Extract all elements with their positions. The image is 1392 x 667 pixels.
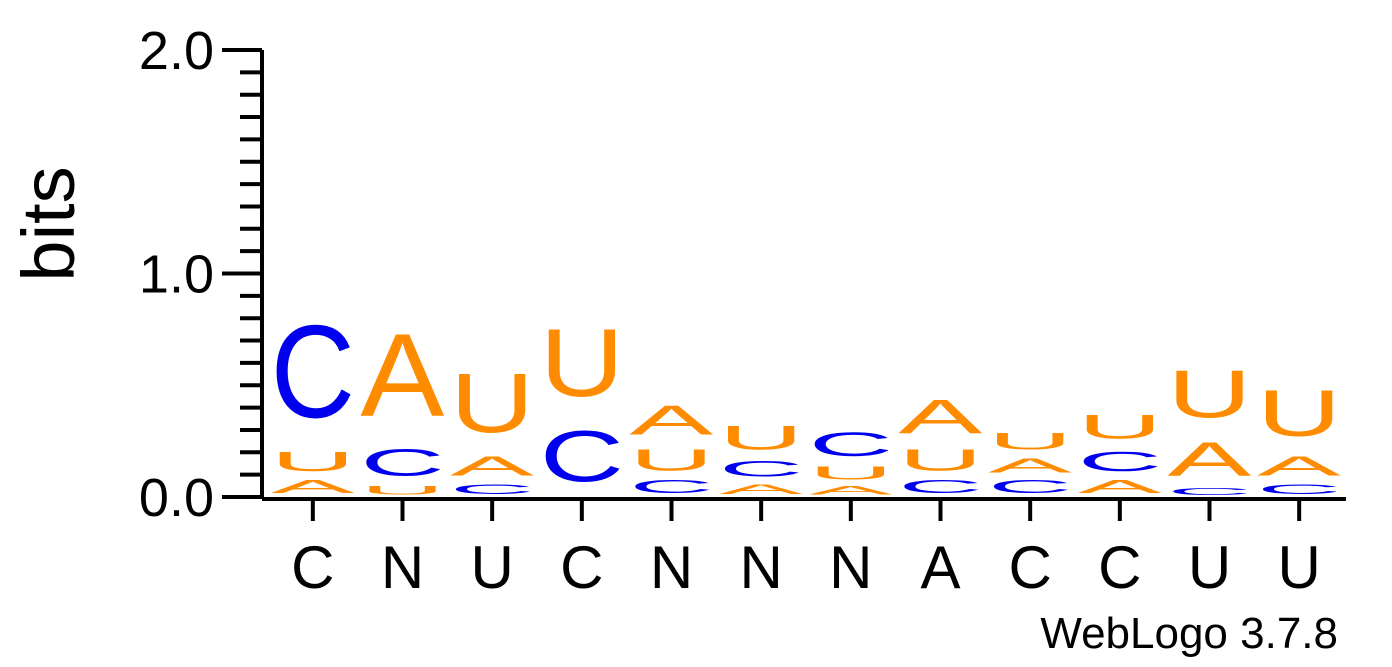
logo-letter-u: U xyxy=(629,444,713,478)
y-axis: 0.0 1.0 2.0 xyxy=(139,21,264,528)
logo-letter-u: U xyxy=(1257,377,1341,451)
logo-letter-c: C xyxy=(898,477,982,497)
logo-letter-a: A xyxy=(360,308,444,441)
logo-letter-u: U xyxy=(271,445,355,476)
logo-letter-u: U xyxy=(450,356,534,450)
logo-letter-a: A xyxy=(719,481,803,497)
logo-letter-u: U xyxy=(540,309,624,417)
logo-letter-u: U xyxy=(898,444,982,478)
logo-letter-c: C xyxy=(360,441,444,484)
x-tick-label: N xyxy=(829,534,872,601)
logo-letter-a: A xyxy=(898,390,983,444)
weblogo-credit: WebLogo 3.7.8 xyxy=(1040,609,1338,658)
logo-letter-a: A xyxy=(1257,450,1341,481)
logo-letter-a: A xyxy=(629,396,713,443)
logo-letter-c: C xyxy=(450,481,534,497)
x-tick-label: U xyxy=(470,534,513,601)
logo-letter-c: C xyxy=(988,477,1072,497)
logo-letter-u: U xyxy=(719,419,803,457)
x-axis xyxy=(262,497,1346,521)
x-tick-label: A xyxy=(920,534,960,601)
logo-letter-c: C xyxy=(271,298,355,445)
y-tick-label: 2.0 xyxy=(139,21,214,81)
x-tick-label: N xyxy=(739,534,782,601)
x-tick-label: N xyxy=(381,534,424,601)
logo-letter-c: C xyxy=(809,426,893,464)
logo-letter-c: C xyxy=(540,416,624,497)
logo-letter-u: U xyxy=(988,428,1072,455)
logo-letter-a: A xyxy=(1078,477,1162,497)
logo-letter-c: C xyxy=(629,477,713,497)
x-tick-label: C xyxy=(1098,534,1141,601)
logo-letter-a: A xyxy=(271,477,355,497)
logo-letter-u: U xyxy=(1078,408,1162,446)
x-tick-label: C xyxy=(1008,534,1051,601)
x-tick-label: C xyxy=(560,534,603,601)
logo-letter-c: C xyxy=(1257,481,1341,497)
logo-letter-u: U xyxy=(809,463,893,483)
x-tick-label: C xyxy=(291,534,334,601)
y-tick-label: 0.0 xyxy=(139,468,214,528)
logo-letter-a: A xyxy=(809,484,893,497)
logo-letter-c: C xyxy=(719,457,803,482)
logo-letter-a: A xyxy=(988,455,1072,477)
logo-letter-u: U xyxy=(360,484,444,497)
y-tick-label: 1.0 xyxy=(139,245,214,305)
logo-letter-c: C xyxy=(1167,486,1251,497)
logo-letter-c: C xyxy=(1078,445,1162,476)
logo-letter-u: U xyxy=(1167,356,1251,432)
logo-letter-a: A xyxy=(1167,433,1252,487)
logo-letter-a: A xyxy=(450,450,534,481)
y-axis-label: bits xyxy=(7,166,90,281)
x-tick-label: N xyxy=(650,534,693,601)
x-tick-label: U xyxy=(1188,534,1231,601)
x-tick-label: U xyxy=(1277,534,1320,601)
